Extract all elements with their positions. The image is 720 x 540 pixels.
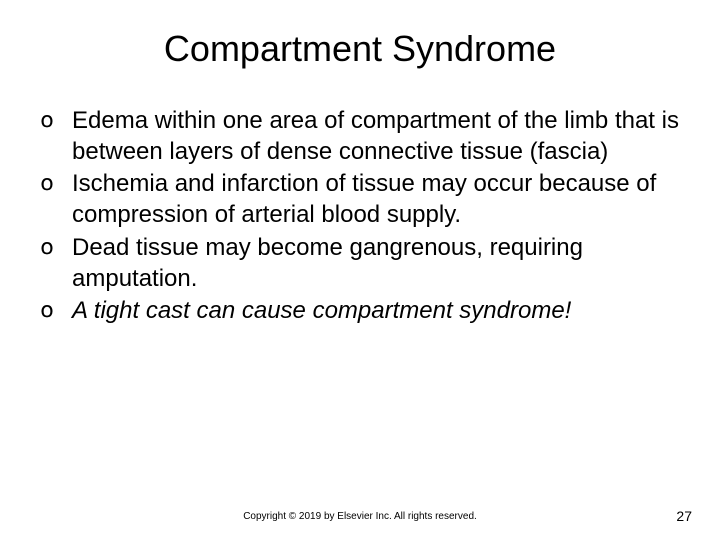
bullet-text: A tight cast can cause compartment syndr… (72, 296, 680, 327)
copyright-footer: Copyright © 2019 by Elsevier Inc. All ri… (0, 511, 720, 522)
slide-title: Compartment Syndrome (40, 28, 680, 70)
list-item: ໐ Dead tissue may become gangrenous, req… (40, 233, 680, 294)
bullet-icon: ໐ (40, 296, 72, 325)
bullet-list: ໐ Edema within one area of compartment o… (40, 106, 680, 327)
list-item: ໐ Ischemia and infarction of tissue may … (40, 169, 680, 230)
list-item: ໐ A tight cast can cause compartment syn… (40, 296, 680, 327)
bullet-icon: ໐ (40, 233, 72, 262)
bullet-icon: ໐ (40, 106, 72, 135)
slide: Compartment Syndrome ໐ Edema within one … (0, 0, 720, 540)
bullet-text: Edema within one area of compartment of … (72, 106, 680, 167)
bullet-text: Ischemia and infarction of tissue may oc… (72, 169, 680, 230)
list-item: ໐ Edema within one area of compartment o… (40, 106, 680, 167)
bullet-icon: ໐ (40, 169, 72, 198)
bullet-text: Dead tissue may become gangrenous, requi… (72, 233, 680, 294)
page-number: 27 (676, 508, 692, 524)
